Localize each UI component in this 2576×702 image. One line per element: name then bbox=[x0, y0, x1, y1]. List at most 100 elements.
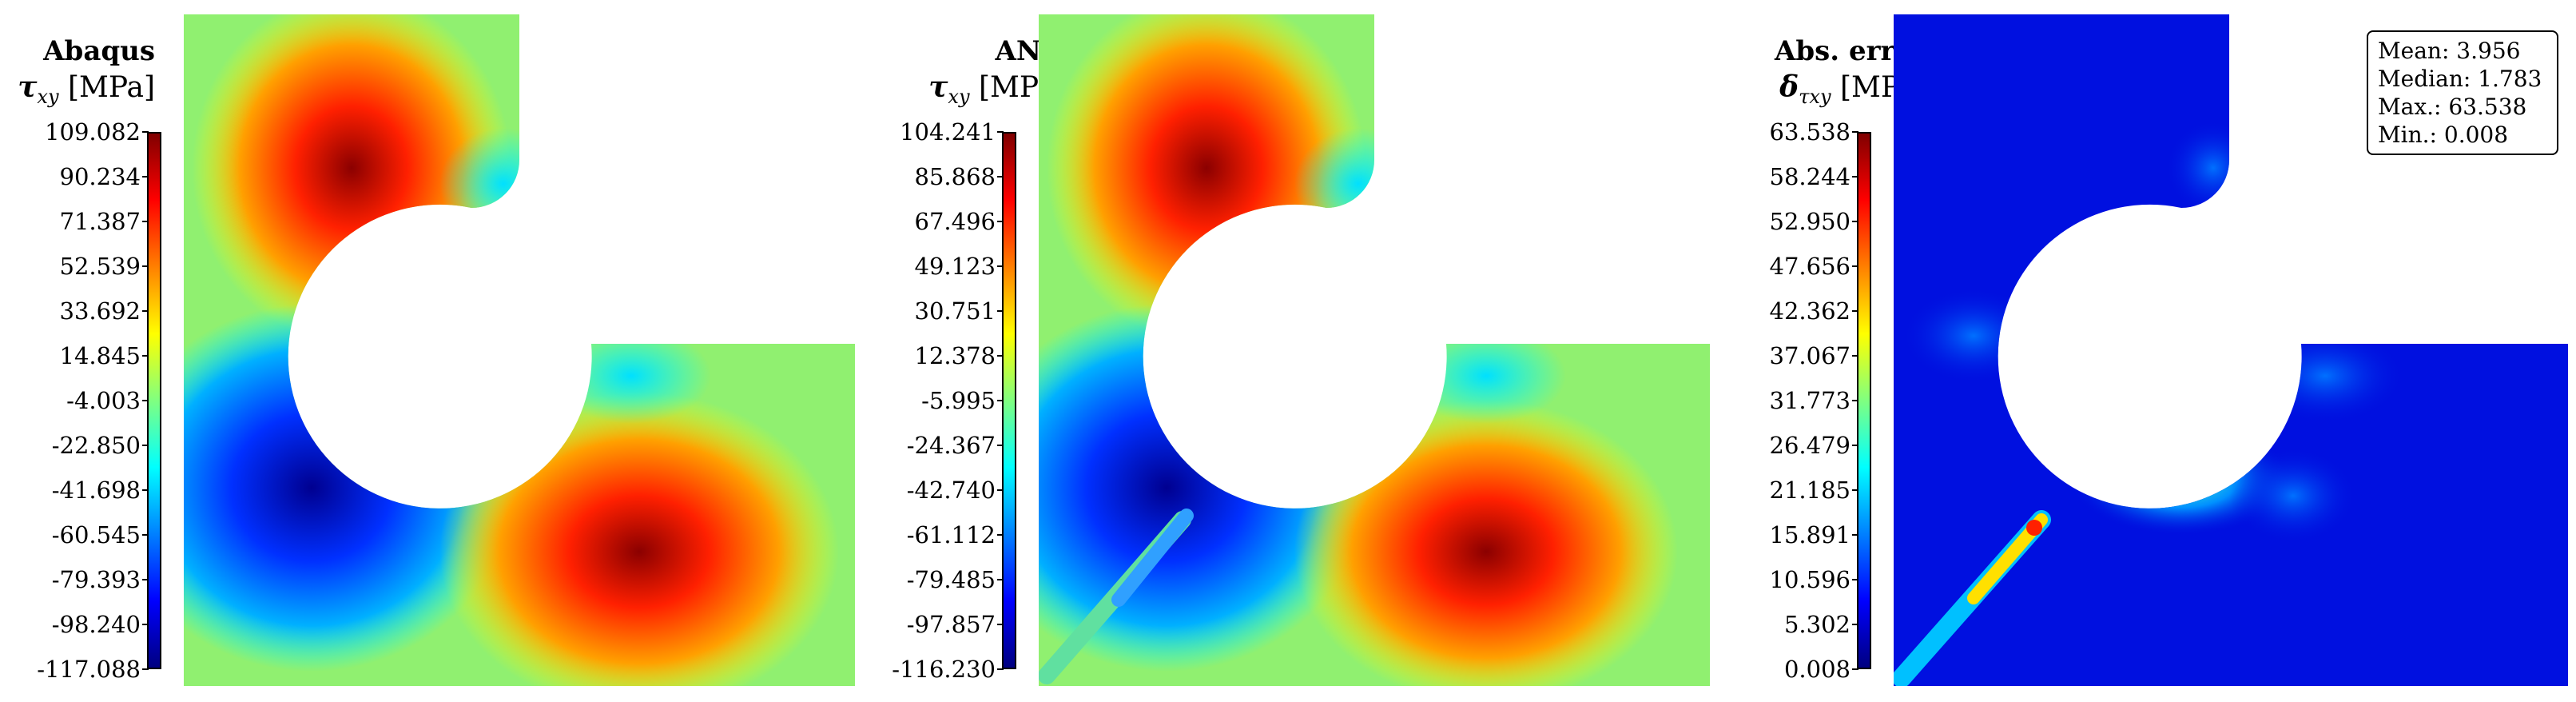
colorbar-tick-mark bbox=[142, 310, 149, 312]
colorbar-tick-label: 52.539 bbox=[59, 253, 141, 280]
colorbar-tick-label: -24.367 bbox=[906, 432, 996, 459]
colorbar-tick-label: 26.479 bbox=[1769, 432, 1851, 459]
panel-title: Abaqus bbox=[43, 35, 155, 67]
colorbar-tick-label: -117.088 bbox=[37, 656, 141, 683]
colorbar-tick-mark bbox=[142, 579, 149, 580]
colorbar-tick-mark bbox=[1852, 489, 1858, 491]
colorbar bbox=[147, 132, 161, 669]
stress-field-ann bbox=[1039, 14, 1710, 686]
colorbar-tick-mark bbox=[142, 221, 149, 222]
quantity-unit: [MPa] bbox=[67, 71, 155, 104]
colorbar-tick-mark bbox=[1852, 310, 1858, 312]
colorbar-tick-mark bbox=[997, 579, 1004, 580]
stat-mean: Mean: 3.956 bbox=[2378, 38, 2521, 64]
quantity-symbol: τ bbox=[928, 70, 948, 104]
colorbar-tick-mark bbox=[1852, 624, 1858, 625]
colorbar-tick-mark bbox=[142, 265, 149, 267]
colorbar-tick-label: -98.240 bbox=[51, 611, 141, 638]
colorbar-tick-mark bbox=[997, 445, 1004, 446]
colorbar-tick-label: 104.241 bbox=[900, 118, 996, 146]
panel-ann: ANN τxy [MPa] 104.241 85.868 67.496 49.123 3… bbox=[855, 0, 1710, 702]
colorbar-tick-mark bbox=[142, 445, 149, 446]
colorbar-tick-label: 31.773 bbox=[1769, 387, 1851, 414]
colorbar-tick-label: 30.751 bbox=[914, 297, 996, 325]
colorbar-tick-label: 49.123 bbox=[914, 253, 996, 280]
colorbar-tick-label: 85.868 bbox=[914, 163, 996, 190]
colorbar-tick-mark bbox=[1852, 668, 1858, 670]
colorbar-tick-label: -42.740 bbox=[906, 477, 996, 504]
quantity-subscript: xy bbox=[37, 86, 59, 109]
colorbar-tick-mark bbox=[1852, 445, 1858, 446]
colorbar-tick-label: -60.545 bbox=[51, 521, 141, 548]
colorbar-tick-mark bbox=[1852, 534, 1858, 536]
colorbar-tick-mark bbox=[142, 489, 149, 491]
colorbar-tick-mark bbox=[997, 400, 1004, 401]
colorbar-tick-mark bbox=[142, 355, 149, 357]
colorbar-tick-label: 71.387 bbox=[59, 208, 141, 235]
colorbar-tick-label: -22.850 bbox=[51, 432, 141, 459]
stat-min: Min.: 0.008 bbox=[2378, 122, 2509, 148]
colorbar-tick-label: 15.891 bbox=[1769, 521, 1851, 548]
stat-median: Median: 1.783 bbox=[2378, 66, 2542, 92]
colorbar-tick-label: -97.857 bbox=[906, 611, 996, 638]
colorbar-tick-mark bbox=[142, 176, 149, 177]
stress-field-abaqus bbox=[184, 14, 855, 686]
colorbar-tick-label: -5.995 bbox=[921, 387, 996, 414]
colorbar-tick-mark bbox=[1852, 265, 1858, 267]
stat-max: Max.: 63.538 bbox=[2378, 94, 2527, 120]
colorbar bbox=[1857, 132, 1871, 669]
colorbar-tick-label: 21.185 bbox=[1769, 477, 1851, 504]
colorbar-tick-mark bbox=[997, 131, 1004, 133]
colorbar-tick-label: 5.302 bbox=[1783, 611, 1851, 638]
quantity-subscript: xy bbox=[948, 86, 970, 109]
colorbar-tick-label: 63.538 bbox=[1769, 118, 1851, 146]
colorbar-tick-label: 0.008 bbox=[1783, 656, 1851, 683]
quantity-subscript: τxy bbox=[1799, 86, 1831, 109]
colorbar-tick-mark bbox=[997, 668, 1004, 670]
colorbar-tick-label: -4.003 bbox=[66, 387, 141, 414]
colorbar-tick-label: 33.692 bbox=[59, 297, 141, 325]
colorbar-tick-label: 52.950 bbox=[1769, 208, 1851, 235]
quantity-symbol: δ bbox=[1779, 70, 1799, 104]
quantity-symbol: τ bbox=[18, 70, 38, 104]
colorbar-tick-label: 42.362 bbox=[1769, 297, 1851, 325]
colorbar-tick-label: 67.496 bbox=[914, 208, 996, 235]
colorbar-tick-label: 109.082 bbox=[45, 118, 141, 146]
colorbar-tick-mark bbox=[142, 131, 149, 133]
colorbar bbox=[1002, 132, 1016, 669]
statistics-box: Mean: 3.956 Median: 1.783 Max.: 63.538 M… bbox=[2367, 30, 2558, 155]
colorbar-tick-label: 90.234 bbox=[59, 163, 141, 190]
colorbar-tick-mark bbox=[997, 310, 1004, 312]
colorbar-tick-mark bbox=[997, 355, 1004, 357]
colorbar-tick-mark bbox=[1852, 400, 1858, 401]
colorbar-tick-mark bbox=[997, 265, 1004, 267]
panel-abs-error: Abs. error δτxy [MPa] Mean: 3.956 Median… bbox=[1710, 0, 2576, 702]
quantity-label: τxy [MPa] bbox=[18, 70, 155, 114]
colorbar-tick-mark bbox=[997, 176, 1004, 177]
colorbar-tick-label: 58.244 bbox=[1769, 163, 1851, 190]
colorbar-tick-label: -79.393 bbox=[51, 566, 141, 593]
colorbar-tick-label: -116.230 bbox=[892, 656, 996, 683]
colorbar-tick-mark bbox=[142, 624, 149, 625]
colorbar-tick-label: 47.656 bbox=[1769, 253, 1851, 280]
colorbar-tick-mark bbox=[997, 534, 1004, 536]
colorbar-tick-mark bbox=[1852, 131, 1858, 133]
colorbar-tick-mark bbox=[997, 489, 1004, 491]
colorbar-tick-mark bbox=[142, 668, 149, 670]
colorbar-tick-mark bbox=[997, 221, 1004, 222]
colorbar-tick-mark bbox=[1852, 176, 1858, 177]
colorbar-tick-label: 12.378 bbox=[914, 342, 996, 369]
colorbar-tick-label: 14.845 bbox=[59, 342, 141, 369]
colorbar-tick-mark bbox=[1852, 355, 1858, 357]
colorbar-tick-label: -61.112 bbox=[906, 521, 996, 548]
colorbar-tick-mark bbox=[1852, 221, 1858, 222]
panel-abaqus: Abaqus τxy [MPa] 109.082 90.234 71.387 52.5… bbox=[0, 0, 855, 702]
colorbar-tick-mark bbox=[142, 534, 149, 536]
colorbar-tick-mark bbox=[142, 400, 149, 401]
colorbar-tick-label: -79.485 bbox=[906, 566, 996, 593]
colorbar-tick-mark bbox=[997, 624, 1004, 625]
colorbar-tick-mark bbox=[1852, 579, 1858, 580]
colorbar-tick-label: -41.698 bbox=[51, 477, 141, 504]
colorbar-tick-label: 10.596 bbox=[1769, 566, 1851, 593]
colorbar-tick-label: 37.067 bbox=[1769, 342, 1851, 369]
